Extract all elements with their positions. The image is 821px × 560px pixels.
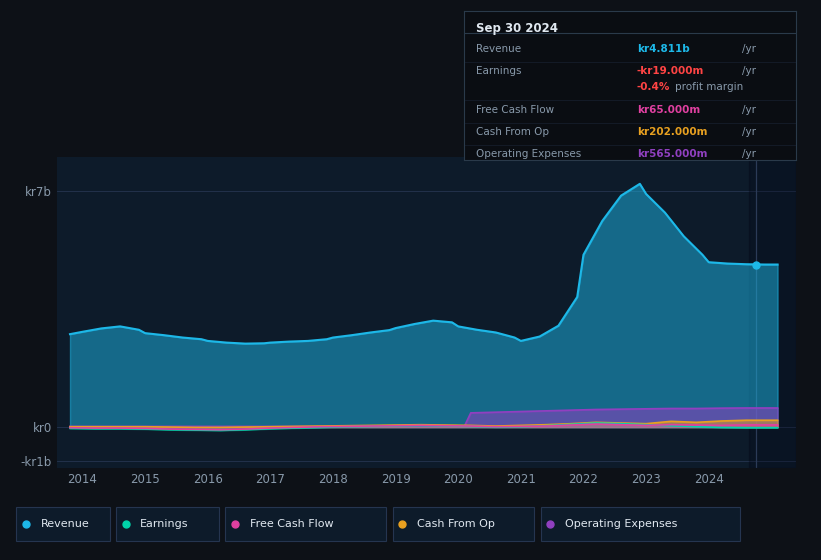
Text: Revenue: Revenue (475, 44, 521, 54)
Text: Earnings: Earnings (475, 66, 521, 76)
Text: Sep 30 2024: Sep 30 2024 (475, 22, 557, 35)
Text: -0.4%: -0.4% (637, 82, 670, 92)
FancyBboxPatch shape (226, 507, 387, 541)
Bar (750, 157, 796, 468)
Text: Cash From Op: Cash From Op (417, 519, 495, 529)
FancyBboxPatch shape (16, 507, 109, 541)
FancyBboxPatch shape (116, 507, 219, 541)
Text: Operating Expenses: Operating Expenses (475, 149, 580, 159)
Text: /yr: /yr (741, 127, 755, 137)
FancyBboxPatch shape (392, 507, 534, 541)
Text: /yr: /yr (741, 66, 755, 76)
Text: kr202.000m: kr202.000m (637, 127, 707, 137)
Text: Operating Expenses: Operating Expenses (565, 519, 677, 529)
Text: Free Cash Flow: Free Cash Flow (250, 519, 333, 529)
Text: Earnings: Earnings (140, 519, 189, 529)
Text: Cash From Op: Cash From Op (475, 127, 548, 137)
Text: kr4.811b: kr4.811b (637, 44, 690, 54)
Text: Revenue: Revenue (40, 519, 89, 529)
Text: kr65.000m: kr65.000m (637, 105, 700, 115)
Text: /yr: /yr (741, 44, 755, 54)
Text: Free Cash Flow: Free Cash Flow (475, 105, 553, 115)
Text: profit margin: profit margin (675, 82, 743, 92)
FancyBboxPatch shape (541, 507, 741, 541)
Text: kr565.000m: kr565.000m (637, 149, 707, 159)
Text: -kr19.000m: -kr19.000m (637, 66, 704, 76)
Text: /yr: /yr (741, 149, 755, 159)
Text: /yr: /yr (741, 105, 755, 115)
